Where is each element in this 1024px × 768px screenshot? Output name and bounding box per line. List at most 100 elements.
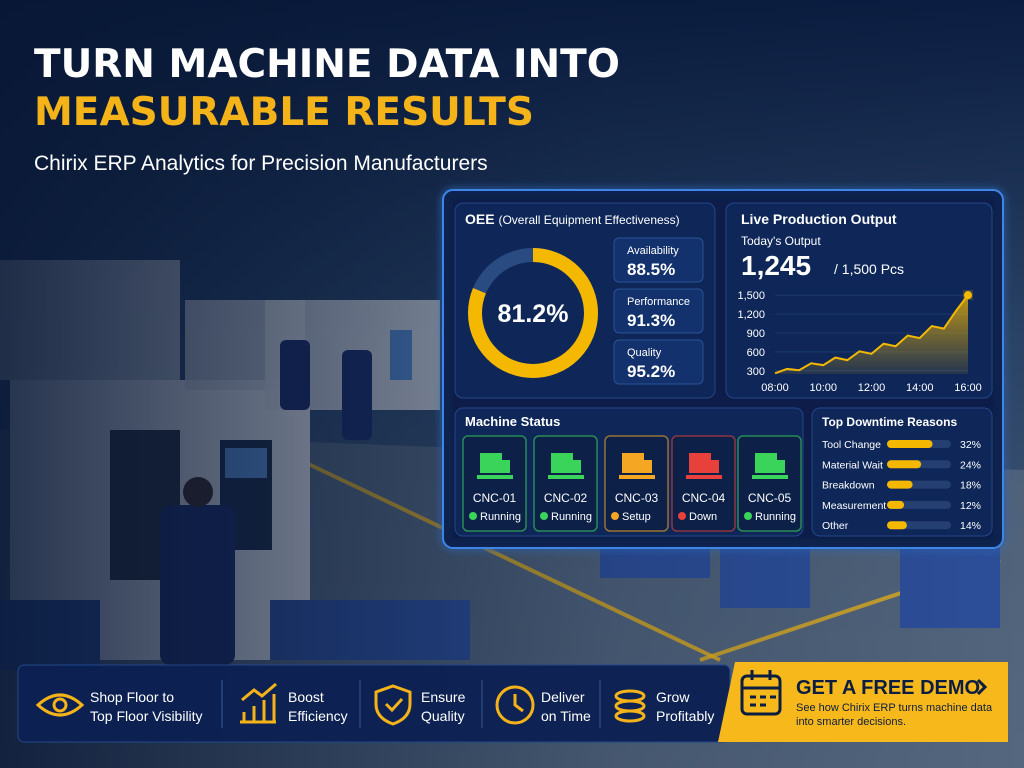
y-tick-label: 600 (747, 347, 765, 359)
x-tick-label: 10:00 (809, 382, 837, 394)
x-tick-label: 12:00 (858, 382, 886, 394)
machine-status: Running (755, 511, 796, 523)
machine-icon (755, 453, 777, 473)
downtime-bar (887, 521, 907, 530)
headline-line2: MEASURABLE RESULTS (34, 90, 534, 135)
machine-icon-base (686, 475, 722, 479)
cta-button[interactable]: GET A FREE DEMO See how Chirix ERP turns… (718, 662, 1008, 742)
benefit-text: Profitably (656, 708, 714, 724)
status-dot (611, 512, 619, 520)
status-dot (540, 512, 548, 520)
oee-arc (468, 248, 598, 378)
calendar-icon (740, 674, 782, 716)
benefit-text: Boost (288, 689, 324, 705)
machine-icon (480, 453, 502, 473)
machine-status: Setup (622, 511, 651, 523)
benefit-dividers (221, 680, 601, 728)
shield-icon (374, 684, 412, 726)
downtime-label: Measurement (822, 500, 886, 512)
downtime-label: Material Wait (822, 459, 883, 471)
y-tick-label: 900 (747, 328, 765, 340)
benefit-text: Efficiency (288, 708, 348, 724)
metric-box (613, 237, 704, 283)
downtime-value: 18% (960, 480, 981, 492)
machine-icon (777, 460, 785, 473)
y-tick-label: 1,200 (737, 309, 765, 321)
downtime-value: 24% (960, 459, 981, 471)
benefit-text: Deliver (541, 689, 585, 705)
benefit-text: Ensure (421, 689, 466, 705)
x-tick-label: 14:00 (906, 382, 934, 394)
output-line (774, 294, 969, 375)
downtime-bar (887, 440, 933, 448)
downtime-label: Breakdown (822, 480, 875, 492)
x-tick-label: 08:00 (761, 382, 789, 394)
status-dot (744, 512, 752, 520)
downtime-label: Tool Change (822, 439, 881, 451)
downtime-value: 12% (960, 500, 981, 512)
machine-icon (573, 460, 581, 473)
downtime-bar (887, 460, 922, 469)
output-value: 1,245 (741, 250, 811, 281)
status-dot (469, 512, 477, 520)
x-tick-label: 16:00 (954, 382, 982, 394)
output-target: / 1,500 Pcs (834, 261, 904, 277)
machine-icon (502, 460, 510, 473)
metric-box (613, 288, 704, 334)
machine-icon (551, 453, 573, 473)
machine-icon-base (548, 475, 584, 479)
machine-card (671, 435, 736, 532)
cta-description-line2: into smarter decisions. (796, 716, 906, 728)
benefit-text: Grow (656, 689, 690, 705)
output-label: Today's Output (741, 234, 821, 248)
cta-title[interactable]: GET A FREE DEMO (796, 677, 980, 699)
metric-value: 95.2% (627, 362, 675, 381)
benefit-text: Shop Floor to (90, 689, 174, 705)
machine-name: CNC-01 (473, 491, 517, 505)
clock-icon (495, 685, 535, 725)
cta-arrow[interactable] (976, 678, 988, 696)
metric-value: 91.3% (627, 311, 675, 330)
machine-icon (689, 453, 711, 473)
downtime-value: 32% (960, 439, 981, 451)
machine-status: Running (480, 511, 521, 523)
metric-box (613, 339, 704, 385)
eye-icon (35, 693, 85, 717)
subtitle: Chirix ERP Analytics for Precision Manuf… (34, 152, 488, 175)
machine-icon-base (752, 475, 788, 479)
machine-status: Running (551, 511, 592, 523)
downtime-label: Other (822, 520, 849, 532)
benefits: Shop Floor to Top Floor Visibility Boost Ef… (90, 689, 714, 724)
metric-label: Quality (627, 347, 662, 359)
calendar-icon-details (742, 670, 780, 707)
y-tick-label: 1,500 (737, 290, 765, 302)
machine-name: CNC-05 (748, 491, 792, 505)
output-title: Live Production Output (741, 211, 897, 227)
downtime-title: Top Downtime Reasons (822, 415, 957, 429)
benefit-icons (35, 682, 646, 726)
machine-status-title: Machine Status (465, 414, 560, 429)
machine-name: CNC-04 (682, 491, 726, 505)
machine-icon (711, 460, 719, 473)
oee-title: OEE (Overall Equipment Effectiveness) (465, 211, 680, 227)
cta-description-line1: See how Chirix ERP turns machine data (796, 702, 993, 714)
output-endpoint (964, 291, 972, 300)
machine-status: Down (689, 511, 717, 523)
machine-icon-base (619, 475, 655, 479)
machine-name: CNC-03 (615, 491, 659, 505)
oee-value: 81.2% (498, 300, 569, 328)
cta-background[interactable] (718, 662, 1008, 742)
machine-icon-base (477, 475, 513, 479)
output-area (775, 295, 968, 374)
status-dot (678, 512, 686, 520)
benefit-text: on Time (541, 708, 591, 724)
machine-icon (622, 453, 644, 473)
coin-icon (614, 689, 646, 703)
downtime-bar (887, 480, 913, 489)
downtime-value: 14% (960, 520, 981, 532)
headline-line1: TURN MACHINE DATA INTO (34, 42, 620, 87)
machine-name: CNC-02 (544, 491, 588, 505)
oee-subtitle: (Overall Equipment Effectiveness) (498, 213, 679, 227)
machine-card (462, 435, 527, 532)
